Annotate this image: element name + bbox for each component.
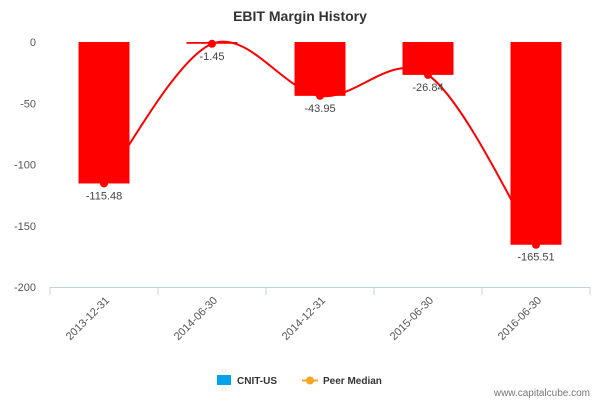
legend-swatch-cnit <box>217 375 231 385</box>
data-label: -43.95 <box>304 103 335 115</box>
x-tick-label: 2014-12-31 <box>280 295 328 343</box>
y-tick-label: -150 <box>14 221 36 233</box>
bar <box>294 42 346 96</box>
legend: CNIT-US Peer Median <box>217 375 382 387</box>
watermark: www.capitalcube.com <box>493 388 590 399</box>
bar <box>402 42 454 75</box>
plot-area: 0 -50 -100 -150 -200 -115.48 -1.45 -43.95 -26.84… <box>14 37 591 343</box>
bar <box>78 42 130 184</box>
data-label: -115.48 <box>86 190 123 202</box>
data-label: -26.84 <box>412 82 443 94</box>
peer-median-point <box>100 179 108 188</box>
peer-median-point <box>424 70 432 79</box>
bar <box>510 42 562 245</box>
x-tick-label: 2014-06-30 <box>172 295 220 343</box>
peer-median-point <box>208 39 216 48</box>
legend-swatch-peer-dot <box>306 376 314 385</box>
x-tick-label: 2015-06-30 <box>388 295 436 343</box>
y-tick-label: -200 <box>14 282 36 294</box>
x-tick-label: 2016-06-30 <box>496 295 544 343</box>
legend-label-cnit: CNIT-US <box>237 376 277 387</box>
data-label: -165.51 <box>517 252 554 264</box>
data-label: -1.45 <box>199 51 224 63</box>
chart-title: EBIT Margin History <box>233 8 367 24</box>
peer-median-point <box>532 240 540 249</box>
x-tick-label: 2013-12-31 <box>64 295 112 343</box>
y-tick-label: 0 <box>30 37 36 49</box>
y-tick-label: -100 <box>14 160 36 172</box>
y-tick-label: -50 <box>20 98 36 110</box>
peer-median-point <box>316 91 324 100</box>
legend-label-peer: Peer Median <box>323 376 382 387</box>
